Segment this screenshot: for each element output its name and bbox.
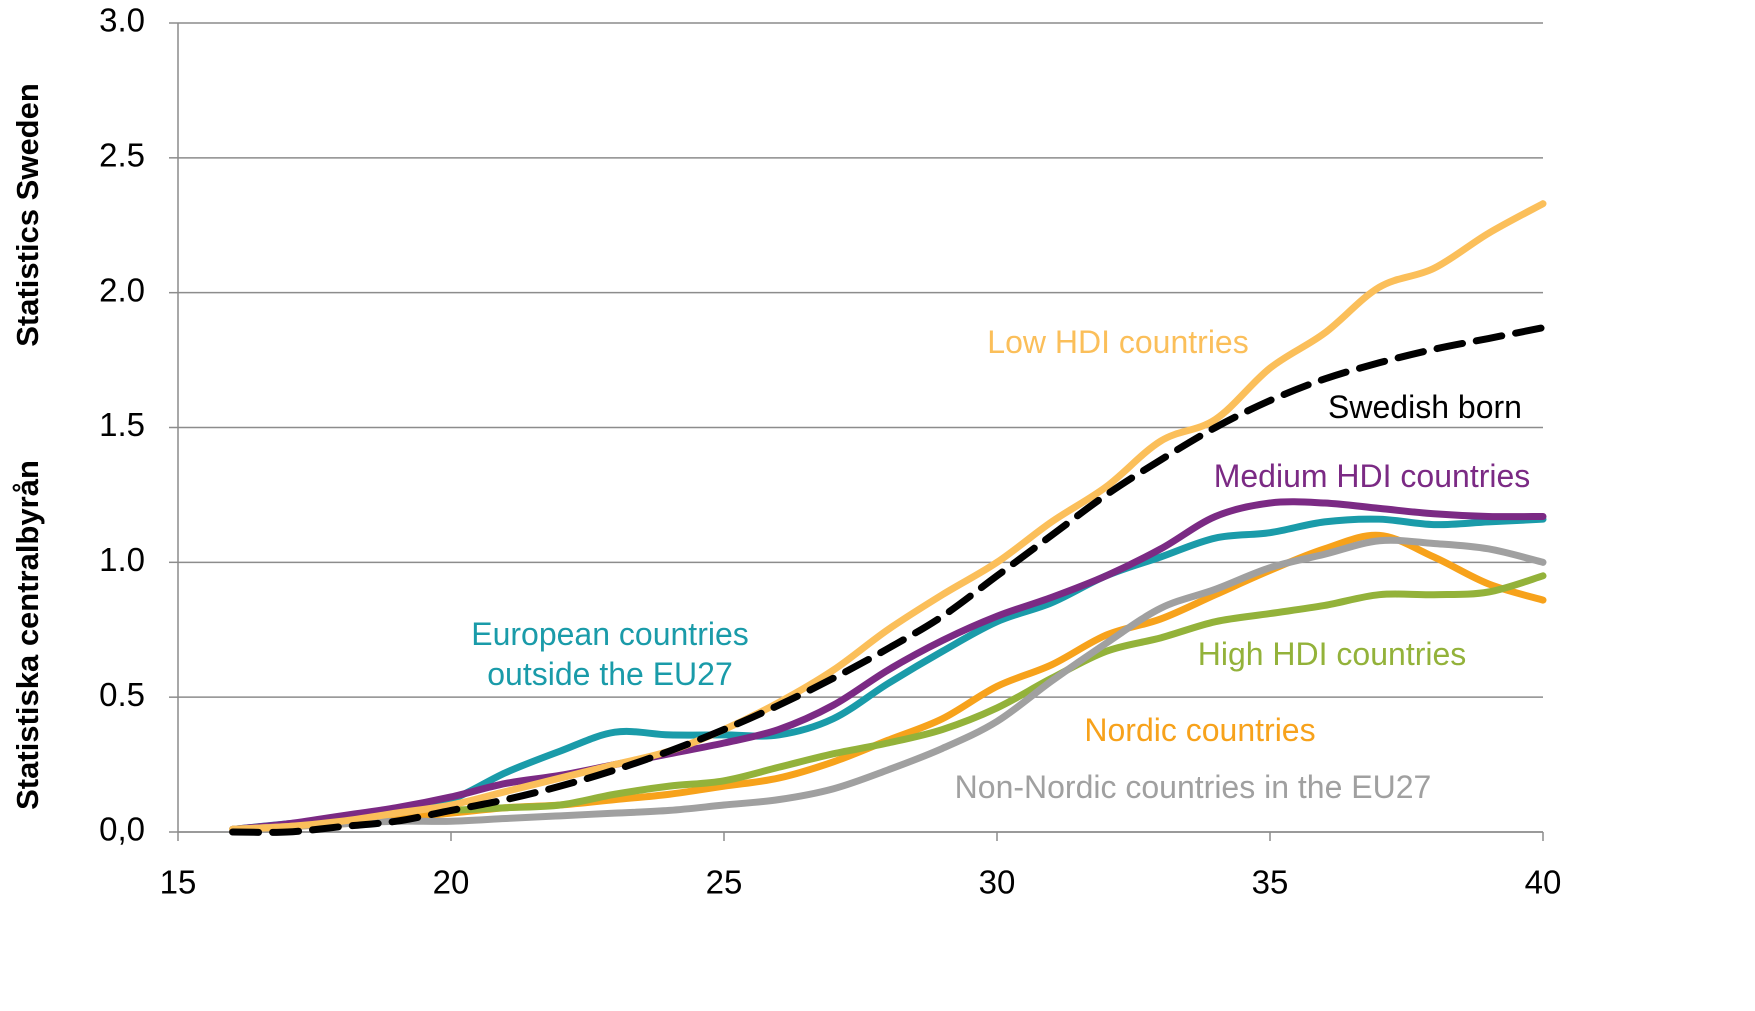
y-tick-label: 0.5 — [99, 676, 145, 713]
side-label: Statistiska centralbyrån — [10, 460, 45, 810]
series-label: Swedish born — [1328, 389, 1522, 425]
series-line — [229, 536, 1547, 833]
series-line — [229, 498, 1547, 833]
x-tick-label: 25 — [706, 864, 743, 901]
side-label: Statistics Sweden — [10, 83, 45, 347]
series-label: Medium HDI countries — [1213, 458, 1531, 494]
y-tick-label: 2.0 — [99, 271, 145, 308]
x-tick-label: 30 — [979, 864, 1016, 901]
y-tick-label: 1.0 — [99, 541, 145, 578]
series-label: European countries outside the EU27 — [471, 616, 749, 692]
series-line — [229, 324, 1547, 836]
series-line — [447, 572, 1547, 814]
y-tick-label: 0,0 — [99, 811, 145, 848]
series-label: Non-Nordic countries in the EU27 — [954, 769, 1432, 805]
x-tick-label: 15 — [160, 864, 197, 901]
x-tick-label: 40 — [1525, 864, 1562, 901]
series-label: Nordic countries — [1084, 712, 1316, 748]
x-tick-label: 20 — [433, 864, 470, 901]
series-label: Low HDI countries — [987, 324, 1249, 360]
y-tick-label: 2.5 — [99, 137, 145, 174]
y-tick-label: 3.0 — [99, 2, 145, 39]
series-label: High HDI countries — [1197, 636, 1467, 672]
series-line — [229, 200, 1547, 833]
x-tick-label: 35 — [1252, 864, 1289, 901]
y-tick-label: 1.5 — [99, 406, 145, 443]
